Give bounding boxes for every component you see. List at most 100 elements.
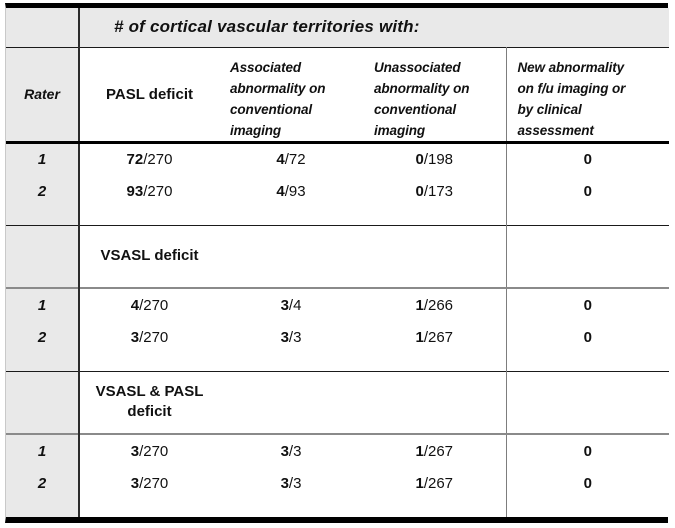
value-numerator: 0 bbox=[415, 183, 424, 200]
cell-pasl-deficit: 3/270 bbox=[79, 434, 219, 467]
empty-cell bbox=[363, 354, 507, 371]
value-numerator: 0 bbox=[415, 150, 424, 168]
empty-cell bbox=[219, 208, 363, 225]
cell-pasl-deficit: 3/270 bbox=[79, 467, 219, 500]
value-denominator: /270 bbox=[143, 183, 173, 200]
value-numerator: 1 bbox=[415, 329, 424, 346]
section-label-text: VSASL deficit bbox=[100, 247, 199, 265]
value-numerator: 72 bbox=[126, 150, 144, 168]
header-new-abnormality: New abnormality on f/u imaging or by cli… bbox=[517, 59, 626, 138]
value-numerator: 93 bbox=[126, 183, 144, 200]
empty-cell bbox=[6, 371, 80, 434]
cell-new-abnormality: 0 bbox=[583, 296, 592, 314]
section-label-row: VSASL & PASL deficit bbox=[6, 371, 670, 434]
value-denominator: /266 bbox=[423, 296, 454, 314]
value-numerator: 4 bbox=[276, 183, 285, 200]
empty-cell bbox=[6, 8, 80, 47]
spacer-row bbox=[6, 208, 669, 225]
section-label-vsasl: VSASL deficit bbox=[79, 225, 219, 288]
value-denominator: /270 bbox=[139, 329, 169, 346]
value-denominator: /93 bbox=[284, 183, 306, 200]
empty-cell bbox=[6, 354, 80, 371]
value-numerator: 4 bbox=[130, 296, 140, 314]
empty-cell bbox=[363, 371, 507, 434]
cell-new-abnormality: 0 bbox=[583, 475, 592, 492]
value-denominator: /72 bbox=[284, 150, 306, 168]
empty-cell bbox=[6, 225, 80, 288]
value-denominator: /267 bbox=[423, 329, 454, 346]
title-row: # of cortical vascular territories with: bbox=[6, 8, 670, 47]
value-numerator: 1 bbox=[415, 475, 424, 492]
table-row: 1 3/270 3/3 1/267 0 bbox=[6, 434, 669, 467]
cell-unassociated: 0/173 bbox=[363, 175, 507, 208]
empty-cell bbox=[6, 500, 80, 517]
cell-new-abnormality: 0 bbox=[583, 150, 592, 168]
header-unassociated-abnormality: Unassociated abnormality on conventional… bbox=[363, 47, 507, 142]
rater-cell: 2 bbox=[6, 321, 80, 354]
header-associated-abnormality: Associated abnormality on conventional i… bbox=[230, 59, 326, 138]
cell-associated: 3/4 bbox=[219, 288, 363, 321]
cell-unassociated: 0/198 bbox=[363, 142, 507, 175]
rater-cell: 1 bbox=[6, 142, 80, 175]
value-denominator: /3 bbox=[288, 475, 302, 492]
empty-cell bbox=[506, 225, 669, 288]
rater-cell: 1 bbox=[6, 434, 80, 467]
table-row: 2 3/270 3/3 1/267 0 bbox=[6, 321, 669, 354]
table-row: 2 93/270 4/93 0/173 0 bbox=[6, 175, 669, 208]
cell-pasl-deficit: 4/270 bbox=[79, 288, 219, 321]
cell-associated: 3/3 bbox=[219, 434, 363, 467]
value-denominator: /3 bbox=[288, 329, 302, 346]
value-numerator: 3 bbox=[130, 329, 140, 346]
cell-pasl-deficit: 93/270 bbox=[79, 175, 219, 208]
value-denominator: /267 bbox=[423, 442, 454, 460]
value-numerator: 3 bbox=[130, 442, 140, 460]
value-numerator: 1 bbox=[415, 442, 424, 460]
empty-cell bbox=[363, 225, 507, 288]
empty-cell bbox=[506, 371, 669, 434]
empty-cell bbox=[506, 208, 669, 225]
empty-cell bbox=[219, 500, 363, 517]
value-denominator: /198 bbox=[423, 150, 454, 168]
header-rater: Rater bbox=[6, 47, 80, 142]
spacer-row bbox=[6, 354, 669, 371]
table-row: 2 3/270 3/3 1/267 0 bbox=[6, 467, 669, 500]
value-numerator: 3 bbox=[280, 442, 289, 460]
cell-pasl-deficit: 3/270 bbox=[79, 321, 219, 354]
empty-cell bbox=[219, 225, 363, 288]
cell-unassociated: 1/267 bbox=[363, 434, 507, 467]
spacer-row bbox=[6, 500, 669, 517]
value-numerator: 4 bbox=[276, 150, 285, 168]
section-label-row: VSASL deficit bbox=[6, 225, 670, 288]
results-table: # of cortical vascular territories with:… bbox=[6, 8, 670, 517]
cell-new-abnormality: 0 bbox=[583, 329, 592, 346]
value-numerator: 3 bbox=[280, 475, 289, 492]
value-denominator: /270 bbox=[139, 475, 169, 492]
value-denominator: /270 bbox=[139, 296, 169, 314]
cell-unassociated: 1/266 bbox=[363, 288, 507, 321]
cell-new-abnormality: 0 bbox=[583, 183, 592, 200]
value-denominator: /267 bbox=[423, 475, 454, 492]
rater-cell: 1 bbox=[6, 288, 80, 321]
empty-cell bbox=[506, 354, 669, 371]
empty-cell bbox=[6, 208, 80, 225]
empty-cell bbox=[219, 354, 363, 371]
value-denominator: /3 bbox=[288, 442, 302, 460]
cell-unassociated: 1/267 bbox=[363, 321, 507, 354]
empty-cell bbox=[79, 500, 219, 517]
header-row: Rater PASL deficit Associated abnormalit… bbox=[6, 47, 670, 142]
results-table-frame: # of cortical vascular territories with:… bbox=[5, 3, 670, 523]
section-label-vsasl-pasl: VSASL & PASL deficit bbox=[79, 371, 219, 434]
cell-associated: 4/72 bbox=[219, 142, 363, 175]
rater-cell: 2 bbox=[6, 467, 80, 500]
cell-associated: 4/93 bbox=[219, 175, 363, 208]
value-numerator: 3 bbox=[280, 329, 289, 346]
cell-unassociated: 1/267 bbox=[363, 467, 507, 500]
value-denominator: /270 bbox=[139, 442, 169, 460]
cell-pasl-deficit: 72/270 bbox=[79, 142, 219, 175]
header-pasl-deficit: PASL deficit bbox=[106, 85, 193, 103]
value-numerator: 3 bbox=[280, 296, 289, 314]
value-denominator: /4 bbox=[288, 296, 302, 314]
empty-cell bbox=[79, 354, 219, 371]
section-label-text: VSASL & PASL deficit bbox=[95, 383, 204, 421]
value-denominator: /270 bbox=[143, 150, 173, 168]
